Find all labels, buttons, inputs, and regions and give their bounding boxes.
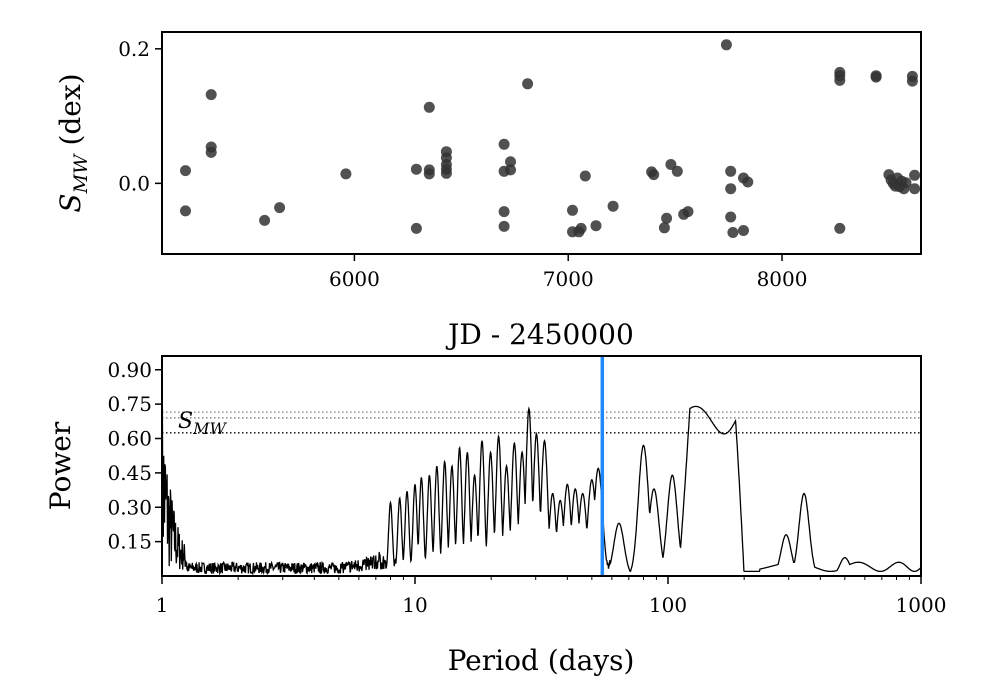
top-y-label-main: S: [54, 193, 87, 212]
y-tick-label: 0.0: [118, 171, 150, 195]
data-point: [906, 75, 918, 87]
data-point: [720, 39, 732, 51]
top-y-label-unit: (dex): [54, 73, 87, 154]
x-tick-label: 10: [402, 593, 427, 617]
data-point: [567, 204, 578, 216]
top-points: [180, 39, 921, 238]
bottom-y-ticks: 0.15 0.30 0.45 0.60 0.75 0.90: [107, 358, 162, 554]
data-point: [522, 78, 534, 90]
smw-annotation-sub: MW: [192, 419, 227, 438]
data-point: [340, 168, 352, 180]
data-point: [575, 222, 587, 234]
bottom-frame: [161, 355, 922, 577]
data-point: [834, 222, 846, 234]
data-point: [725, 211, 737, 223]
periodogram-curve: [161, 405, 922, 576]
y-tick-label: 0.2: [118, 37, 150, 61]
data-point: [205, 146, 217, 158]
data-point: [648, 169, 660, 181]
data-point: [909, 169, 921, 181]
x-tick-label: 7000: [543, 267, 594, 291]
data-point: [658, 222, 670, 234]
data-point: [423, 101, 435, 113]
top-y-ticks: 0.2 0.0: [118, 37, 162, 195]
top-x-ticks: 6000 7000 8000: [329, 254, 808, 291]
data-point: [180, 205, 191, 217]
data-point: [410, 222, 422, 234]
data-point: [671, 165, 683, 177]
bottom-panel: 1 10 100 1000 0.150.300.450.600.750.90 SMW …: [44, 355, 947, 677]
y-tick-label: 0.45: [107, 461, 152, 485]
data-point: [900, 177, 912, 189]
smw-annotation: SMW: [178, 409, 227, 438]
top-y-axis-label: SMW (dex): [54, 73, 92, 212]
data-point: [725, 183, 737, 195]
data-point: [505, 164, 516, 176]
data-point: [579, 170, 591, 182]
data-point: [505, 156, 516, 168]
top-x-axis-label: JD - 2450000: [445, 318, 634, 351]
y-tick-label: 0.30: [107, 495, 152, 519]
bottom-x-axis-label: Period (days): [448, 644, 635, 677]
data-point: [498, 206, 510, 218]
data-point: [590, 220, 602, 232]
top-frame: [161, 31, 922, 255]
data-point: [661, 212, 673, 224]
data-point: [440, 167, 452, 179]
data-point: [909, 183, 921, 195]
data-point: [870, 71, 882, 83]
top-panel: 6000 7000 8000 0.2 0.0 JD - 2450000 SMW (de…: [54, 31, 922, 351]
y-tick-label: 0.75: [107, 392, 152, 416]
bottom-y-axis-label: Power: [44, 421, 77, 510]
x-tick-label: 1000: [896, 593, 947, 617]
data-point: [423, 168, 435, 180]
x-tick-label: 8000: [757, 267, 808, 291]
data-point: [498, 138, 510, 150]
data-point: [274, 202, 286, 214]
data-point: [180, 165, 191, 177]
smw-annotation-main: S: [178, 409, 193, 434]
data-point: [682, 206, 694, 218]
y-tick-label: 0.60: [107, 427, 152, 451]
y-tick-label: 0.90: [107, 358, 152, 382]
x-tick-label: 100: [649, 593, 687, 617]
data-point: [834, 74, 846, 86]
data-point: [738, 225, 749, 236]
y-tick-label: 0.15: [107, 530, 152, 554]
data-point: [725, 165, 737, 177]
data-point: [410, 163, 422, 175]
x-tick-label: 1: [156, 593, 169, 617]
data-point: [205, 89, 217, 101]
top-y-label-sub: MW: [70, 153, 92, 194]
x-tick-label: 6000: [329, 267, 380, 291]
data-point: [607, 200, 619, 212]
data-point: [727, 227, 739, 238]
threshold-lines: [162, 411, 921, 434]
bottom-x-ticks: 1 10 100 1000: [156, 576, 947, 617]
data-point: [259, 214, 271, 226]
data-point: [498, 220, 510, 232]
data-point: [742, 176, 754, 188]
